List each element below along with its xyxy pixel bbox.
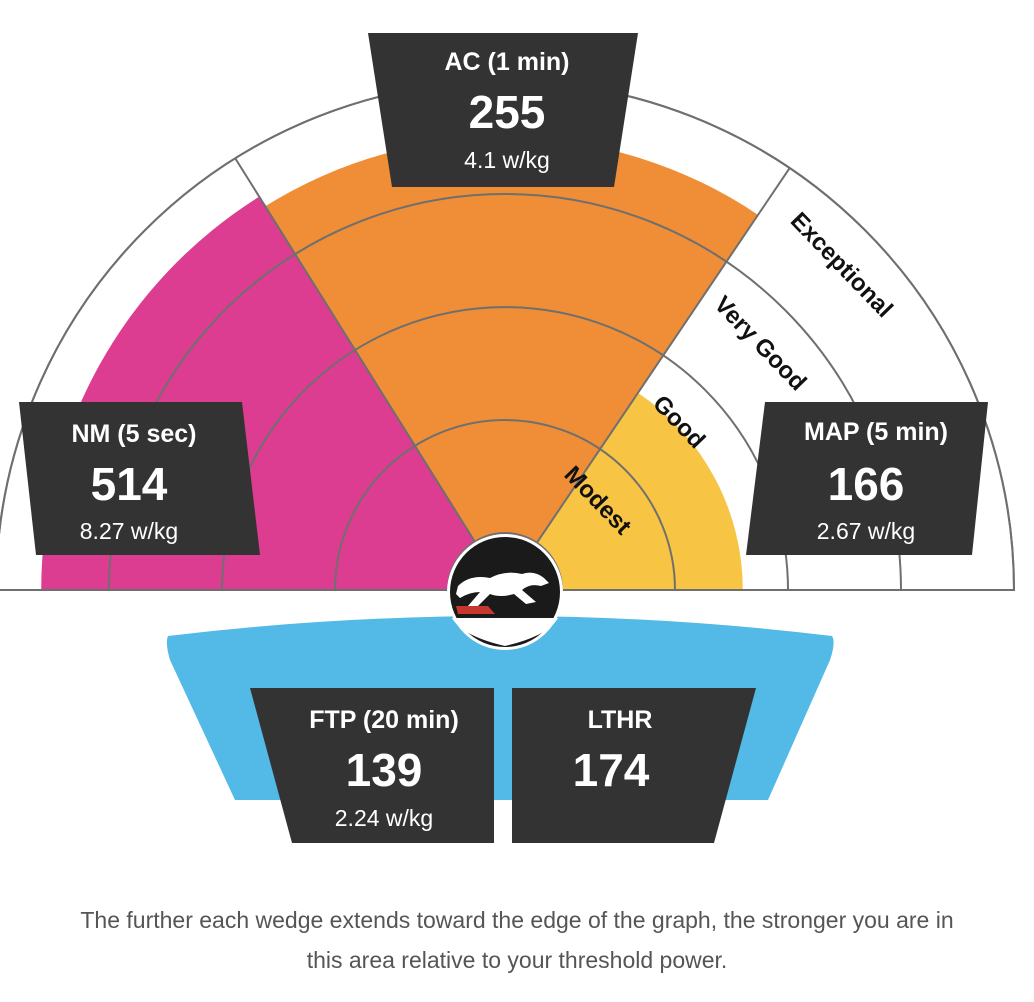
wedge-divider	[234, 157, 497, 577]
ac-card: AC (1 min) 255 4.1 w/kg	[368, 33, 638, 187]
map-wedge	[505, 392, 743, 590]
ac-card-bg	[368, 33, 638, 187]
level-ring	[334, 419, 676, 591]
nm-card: NM (5 sec) 514 8.27 w/kg	[19, 402, 260, 555]
ftp-card: FTP (20 min) 139 2.24 w/kg	[250, 688, 494, 843]
level-ring	[221, 306, 789, 591]
map-card-value: 166	[828, 458, 905, 510]
map-card-label: MAP (5 min)	[804, 418, 948, 446]
map-card-wkg: 2.67 w/kg	[817, 518, 915, 544]
nm-card-wkg: 8.27 w/kg	[80, 518, 178, 544]
lthr-card-bg	[512, 688, 756, 843]
ac-card-value: 255	[469, 86, 546, 138]
nm-card-bg	[19, 402, 260, 555]
cheetah-logo-icon	[447, 534, 563, 650]
ac-card-label: AC (1 min)	[445, 48, 570, 76]
lthr-card-value: 174	[573, 744, 650, 796]
nm-card-label: NM (5 sec)	[71, 420, 196, 448]
ftp-card-label: FTP (20 min)	[309, 706, 459, 734]
lthr-card-label: LTHR	[588, 706, 653, 734]
footnote-text: The further each wedge extends toward th…	[80, 907, 954, 973]
ftp-card-wkg: 2.24 w/kg	[335, 805, 433, 831]
wedge-divider	[513, 167, 791, 577]
level-ring	[108, 193, 902, 591]
map-card: MAP (5 min) 166 2.67 w/kg	[746, 402, 988, 555]
nm-card-value: 514	[91, 458, 168, 510]
lthr-card: LTHR 174	[512, 688, 756, 843]
ftp-card-bg	[250, 688, 494, 843]
ac-wedge	[265, 137, 759, 590]
ac-card-wkg: 4.1 w/kg	[464, 147, 550, 173]
map-card-bg	[746, 402, 988, 555]
ftp-card-value: 139	[346, 744, 423, 796]
